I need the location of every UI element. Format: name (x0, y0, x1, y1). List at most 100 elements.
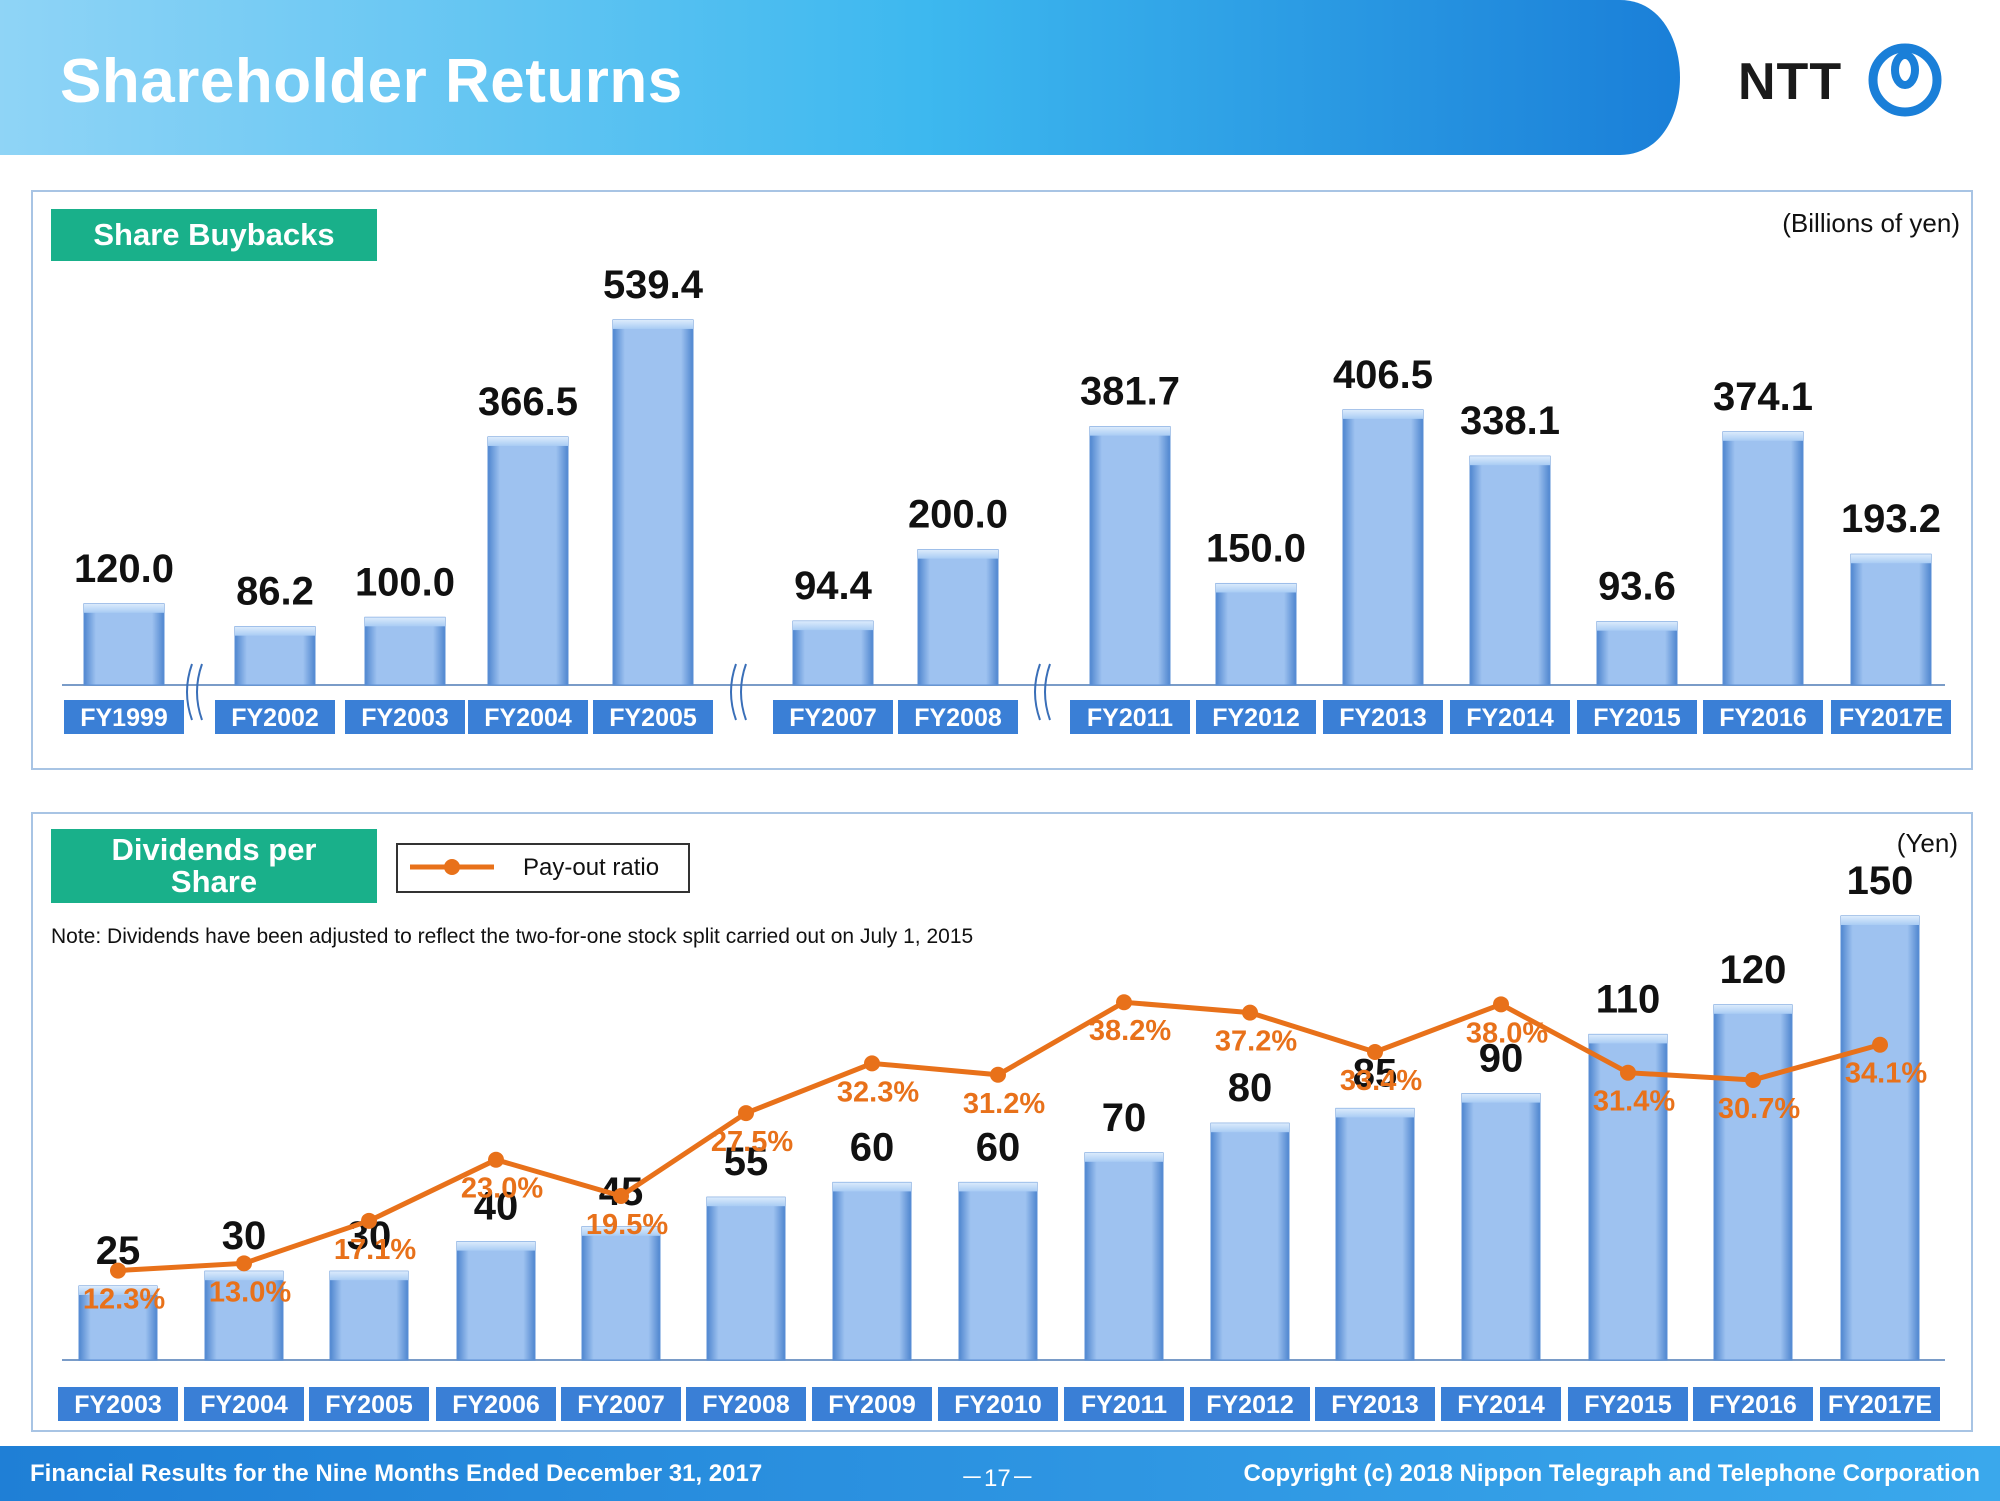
value-label: 338.1 (1460, 399, 1560, 443)
category-box (58, 1387, 178, 1421)
axis-break-icon (730, 663, 747, 721)
payout-ratio-label: 19.5% (586, 1209, 668, 1241)
bar-top (488, 436, 568, 446)
value-label: 60 (976, 1125, 1021, 1169)
category-box (812, 1387, 932, 1421)
category-box (561, 1387, 681, 1421)
bar (364, 616, 446, 686)
value-label: 70 (1102, 1096, 1147, 1140)
bar (1713, 1004, 1793, 1361)
bar-top (365, 617, 445, 627)
category-box (1831, 700, 1951, 734)
bar-top (1723, 431, 1803, 441)
category-label: FY2004 (200, 1391, 288, 1419)
payout-ratio-label: 38.2% (1089, 1015, 1171, 1047)
payout-legend-marker-icon (410, 859, 494, 875)
category-box (593, 700, 713, 734)
bar-top (84, 603, 164, 613)
category-label: FY2013 (1331, 1391, 1419, 1419)
category-box (1693, 1387, 1813, 1421)
bar (1342, 409, 1424, 686)
payout-ratio-point (613, 1187, 629, 1204)
category-label: FY2009 (828, 1391, 916, 1419)
value-label: 100.0 (355, 560, 455, 604)
bar (1469, 455, 1551, 686)
ntt-logo-icon (1868, 43, 1942, 117)
share-buybacks-chart: 120.0 FY1999 86.2 FY2002 100.0 FY2003 366.5 FY2… (62, 263, 1951, 734)
category-box (1323, 700, 1443, 734)
bar-top (1336, 1108, 1414, 1118)
category-box (215, 700, 335, 734)
bar (204, 1270, 284, 1361)
category-box (686, 1387, 806, 1421)
payout-ratio-label: 17.1% (334, 1234, 416, 1266)
category-label: FY2003 (361, 704, 449, 732)
payout-ratio-point (236, 1255, 252, 1272)
category-label: FY2003 (74, 1391, 162, 1419)
bar (1596, 621, 1678, 686)
bar-top (707, 1197, 785, 1207)
payout-ratio-label: 23.0% (461, 1173, 543, 1205)
bar (1089, 426, 1171, 686)
payout-ratio-label: 30.7% (1718, 1093, 1800, 1125)
bar-top (1851, 554, 1931, 564)
payout-ratio-point (1872, 1036, 1888, 1053)
payout-legend: Pay-out ratio (396, 843, 690, 893)
dividends-unit-label: (Yen) (1896, 828, 1958, 858)
header-banner (0, 0, 1680, 155)
category-label: FY2007 (577, 1391, 665, 1419)
category-label: FY2012 (1212, 704, 1300, 732)
buybacks-unit-label: (Billions of yen) (1782, 208, 1960, 238)
payout-ratio-point (488, 1151, 504, 1168)
bar (612, 319, 694, 686)
bar-top (1085, 1152, 1163, 1162)
payout-ratio-label: 33.4% (1340, 1065, 1422, 1097)
category-box (773, 700, 893, 734)
category-label: FY2014 (1466, 704, 1554, 732)
category-label: FY2010 (954, 1391, 1042, 1419)
page-title: Shareholder Returns (60, 47, 683, 116)
bar (958, 1181, 1038, 1361)
bar-top (959, 1182, 1037, 1192)
category-label: FY2011 (1081, 1391, 1167, 1419)
bar-top (833, 1182, 911, 1192)
payout-ratio-point (1242, 1004, 1258, 1021)
bar (234, 626, 316, 686)
payout-ratio-label: 12.3% (83, 1284, 165, 1316)
bar (1461, 1093, 1541, 1361)
payout-ratio-label: 13.0% (209, 1276, 291, 1308)
payout-ratio-point (1620, 1064, 1636, 1081)
category-box (898, 700, 1018, 734)
bar-top (793, 621, 873, 631)
category-label: FY2004 (484, 704, 572, 732)
category-box (1577, 700, 1697, 734)
category-label: FY2008 (702, 1391, 790, 1419)
share-buybacks-label: Share Buybacks (51, 209, 377, 261)
dividends-label-line2: Share (170, 864, 258, 899)
bar (1215, 582, 1297, 686)
bar (487, 436, 569, 686)
bar-top (918, 549, 998, 559)
value-label: 374.1 (1713, 375, 1813, 419)
category-label: FY2007 (789, 704, 877, 732)
payout-ratio-label: 27.5% (711, 1126, 793, 1158)
dividends-label-line1: Dividends per (111, 832, 317, 867)
category-label: FY2015 (1584, 1391, 1672, 1419)
category-box (345, 700, 465, 734)
value-label: 120.0 (74, 547, 174, 591)
bar (1335, 1107, 1415, 1361)
category-label: FY2016 (1709, 1391, 1797, 1419)
bar-top (1211, 1123, 1289, 1133)
category-box (309, 1387, 429, 1421)
category-box (1703, 700, 1823, 734)
bar (329, 1270, 409, 1361)
payout-legend-label: Pay-out ratio (523, 854, 660, 881)
category-label: FY2005 (609, 704, 697, 732)
payout-ratio-point (738, 1105, 754, 1122)
category-label: FY2006 (452, 1391, 540, 1419)
value-label: 93.6 (1598, 565, 1676, 609)
bar (832, 1181, 912, 1361)
category-label: FY1999 (80, 704, 168, 732)
dividends-note: Note: Dividends have been adjusted to re… (51, 925, 974, 948)
bar (456, 1241, 536, 1361)
